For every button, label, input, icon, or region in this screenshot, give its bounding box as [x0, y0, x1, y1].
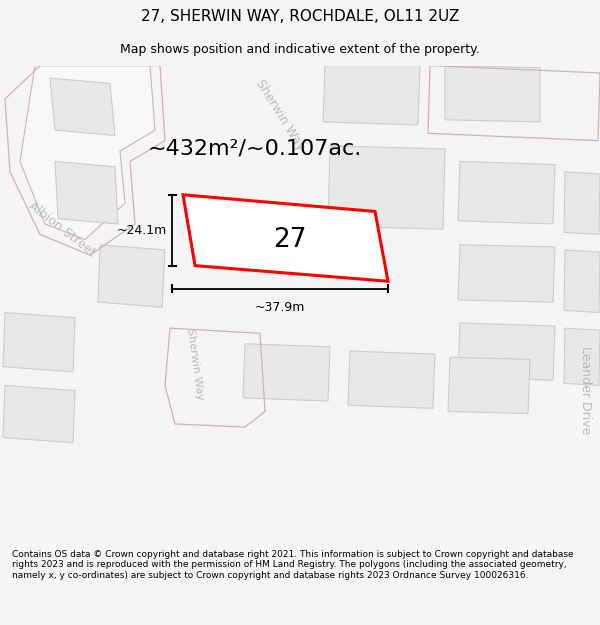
Text: 27: 27	[273, 227, 307, 253]
Polygon shape	[348, 351, 435, 408]
Polygon shape	[243, 344, 330, 401]
Polygon shape	[50, 78, 115, 136]
Polygon shape	[458, 161, 555, 224]
Polygon shape	[458, 323, 555, 380]
Polygon shape	[3, 312, 75, 372]
Text: ~24.1m: ~24.1m	[117, 224, 167, 237]
Text: Leander Drive: Leander Drive	[578, 346, 592, 435]
Polygon shape	[55, 161, 118, 224]
Polygon shape	[0, 66, 95, 224]
Text: 27, SHERWIN WAY, ROCHDALE, OL11 2UZ: 27, SHERWIN WAY, ROCHDALE, OL11 2UZ	[141, 9, 459, 24]
Text: Sherwin Way: Sherwin Way	[253, 77, 307, 152]
Text: ~37.9m: ~37.9m	[255, 301, 305, 314]
Text: Sherwin Way: Sherwin Way	[185, 328, 205, 401]
Text: Albion Street: Albion Street	[26, 199, 98, 259]
Polygon shape	[564, 172, 600, 234]
Polygon shape	[564, 250, 600, 312]
Polygon shape	[98, 245, 165, 308]
Text: Contains OS data © Crown copyright and database right 2021. This information is : Contains OS data © Crown copyright and d…	[12, 550, 574, 580]
Polygon shape	[328, 146, 445, 229]
Polygon shape	[3, 386, 75, 442]
Polygon shape	[445, 66, 540, 122]
Text: ~432m²/~0.107ac.: ~432m²/~0.107ac.	[148, 139, 362, 159]
Polygon shape	[564, 328, 600, 386]
Polygon shape	[20, 66, 155, 239]
Text: Map shows position and indicative extent of the property.: Map shows position and indicative extent…	[120, 42, 480, 56]
Polygon shape	[323, 66, 420, 125]
Polygon shape	[448, 357, 530, 414]
Polygon shape	[165, 66, 300, 547]
Polygon shape	[183, 195, 388, 281]
Polygon shape	[458, 245, 555, 302]
